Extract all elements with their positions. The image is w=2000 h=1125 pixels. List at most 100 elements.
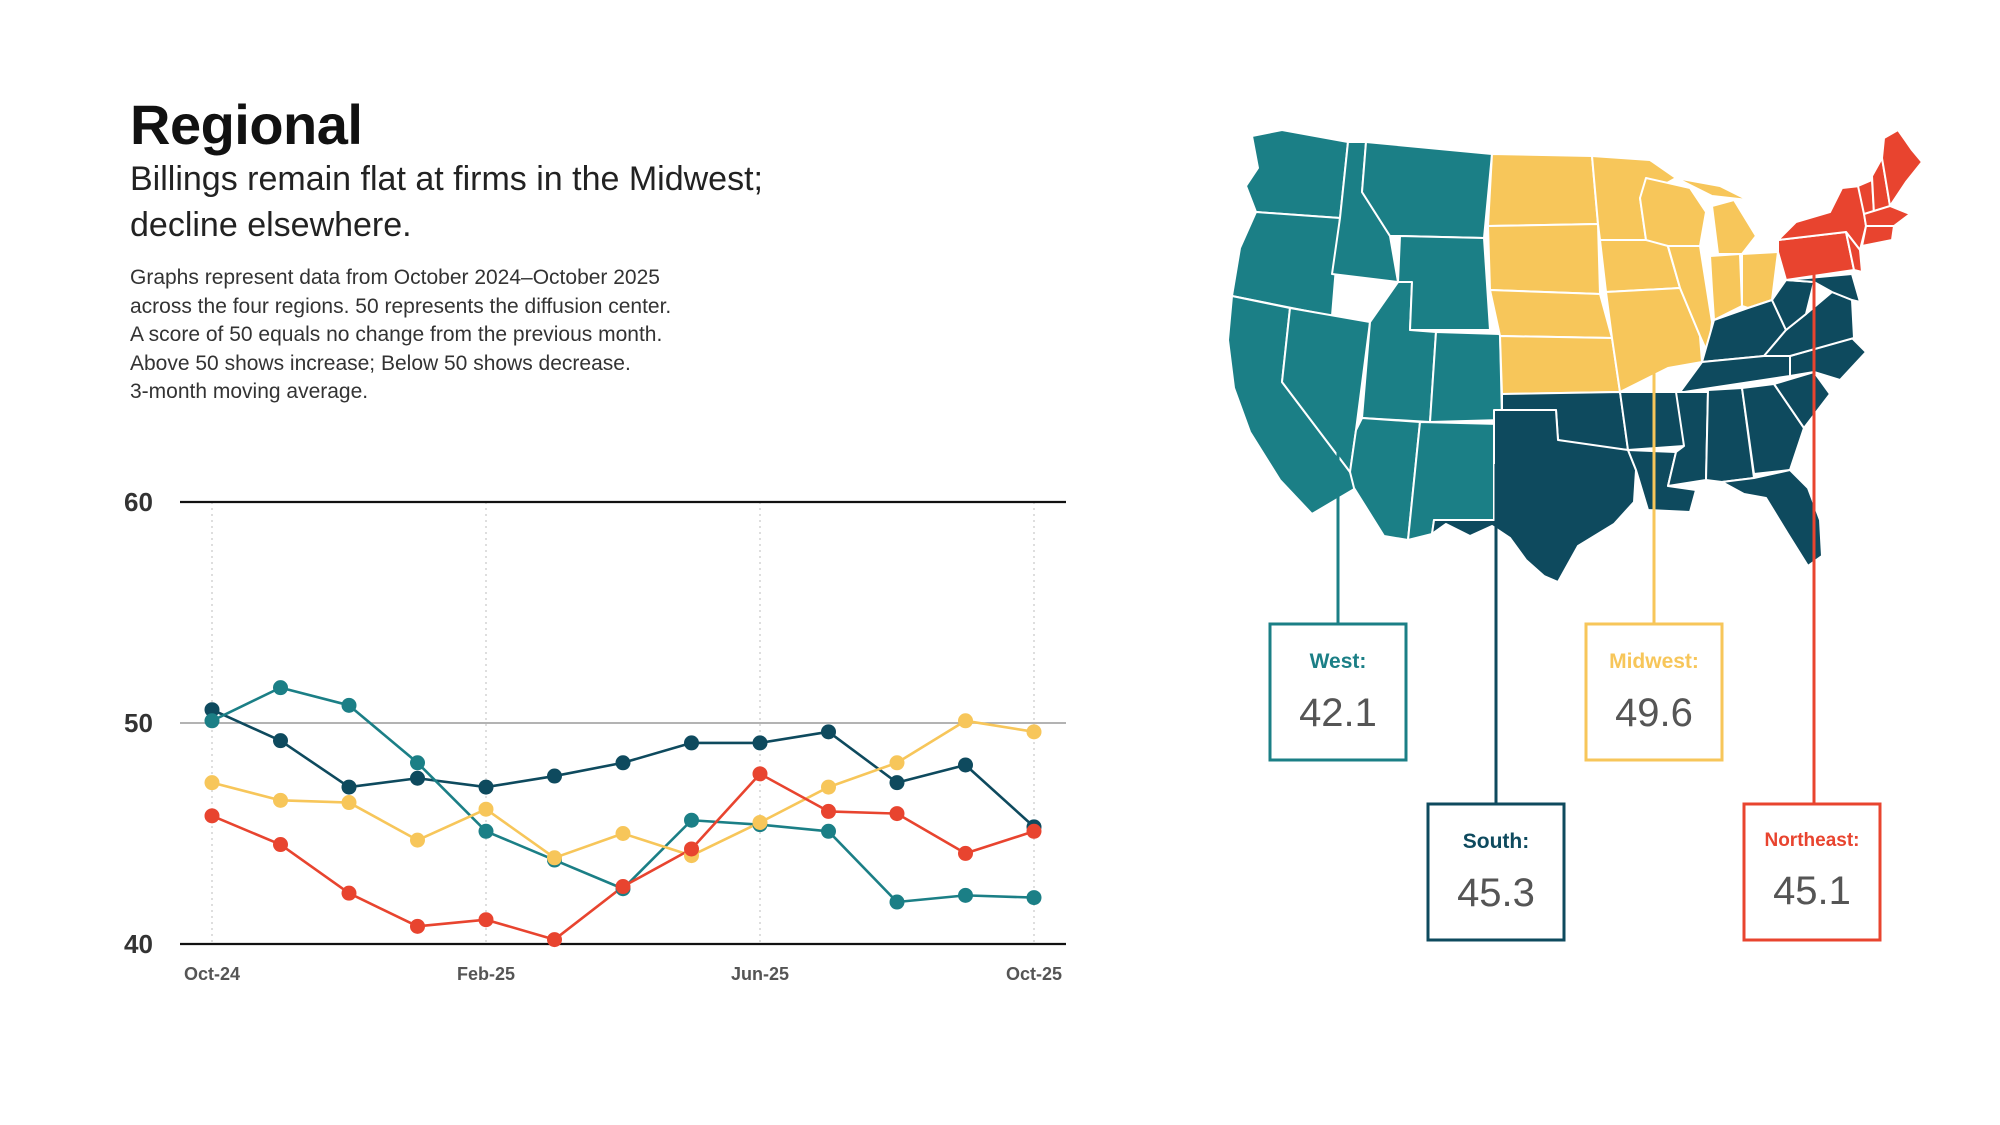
line-chart: 40 50 60 Oct-24 Feb-25 Jun-25 Oct-25 — [124, 487, 1066, 984]
data-point-midwest — [615, 826, 631, 841]
y-tick-label: 60 — [124, 487, 153, 517]
map-region-west — [1227, 129, 1503, 541]
us-map — [1227, 129, 1923, 583]
callout-box-west — [1268, 622, 1408, 762]
data-point-northeast — [752, 766, 768, 782]
data-point-south — [273, 733, 288, 749]
map-state-nebraska — [1489, 289, 1613, 339]
data-point-south — [958, 757, 973, 773]
data-point-west — [410, 755, 425, 771]
data-point-south — [684, 735, 699, 751]
data-point-midwest — [273, 792, 288, 808]
subtitle-line: Billings remain flat at firms in the Mid… — [130, 160, 763, 198]
callout-label-south: South: — [1463, 830, 1529, 853]
callout-box-south — [1426, 802, 1566, 942]
data-point-south — [821, 724, 836, 740]
note-line: Graphs represent data from October 2024–… — [130, 266, 660, 289]
data-point-northeast — [889, 806, 905, 822]
callout-label-northeast: Northeast: — [1764, 830, 1859, 851]
data-point-northeast — [547, 932, 562, 948]
map-region-northeast — [1777, 129, 1923, 281]
map-state-south-carolina — [1773, 371, 1831, 429]
data-point-south — [752, 735, 768, 751]
data-point-south — [410, 770, 425, 786]
callout-box-northeast — [1742, 802, 1882, 942]
map-state-connecticut-ri — [1861, 225, 1895, 247]
map-state-south-dakota — [1487, 223, 1601, 295]
data-point-midwest — [752, 814, 768, 830]
note-line: 3-month moving average. — [130, 380, 369, 403]
map-state-montana — [1361, 141, 1493, 239]
data-point-south — [341, 779, 357, 795]
data-point-west — [204, 713, 220, 729]
data-point-northeast — [273, 837, 288, 853]
map-state-new-jersey — [1845, 231, 1863, 273]
data-point-midwest — [958, 713, 973, 729]
data-point-northeast — [478, 912, 494, 928]
map-region-south — [1431, 273, 1867, 583]
data-point-midwest — [341, 795, 357, 811]
map-state-washington — [1245, 129, 1349, 219]
region-callouts: West: 42.1 South: 45.3 Midwest: 49.6 Nor… — [1268, 274, 1882, 942]
x-tick-label: Jun-25 — [731, 964, 789, 984]
subtitle-line: decline elsewhere. — [130, 206, 412, 244]
callout-value-midwest: 49.6 — [1615, 691, 1693, 735]
note-line: A score of 50 equals no change from the … — [130, 323, 663, 346]
map-state-west-virginia — [1771, 279, 1815, 331]
chart-notes: Graphs represent data from October 2024–… — [130, 264, 830, 407]
callout-value-south: 45.3 — [1457, 871, 1535, 915]
data-point-midwest — [889, 755, 905, 771]
y-tick-label: 50 — [124, 708, 153, 738]
callout-value-west: 42.1 — [1299, 691, 1377, 735]
map-state-indiana — [1709, 253, 1743, 321]
map-state-north-dakota — [1487, 153, 1599, 227]
map-state-massachusetts — [1863, 205, 1911, 227]
x-tick-label: Feb-25 — [457, 964, 515, 984]
map-state-colorado — [1429, 331, 1503, 423]
x-tick-label: Oct-24 — [184, 964, 240, 984]
data-point-west — [889, 894, 905, 910]
data-point-northeast — [341, 885, 357, 901]
data-point-northeast — [410, 918, 425, 934]
callout-label-midwest: Midwest: — [1609, 650, 1699, 673]
x-tick-label: Oct-25 — [1006, 964, 1062, 984]
y-tick-label: 40 — [124, 929, 153, 959]
map-state-maine — [1881, 129, 1923, 207]
data-point-west — [958, 887, 973, 903]
map-state-virginia — [1763, 291, 1855, 357]
data-point-west — [478, 823, 494, 839]
data-point-west — [1026, 890, 1042, 906]
data-point-midwest — [821, 779, 836, 795]
data-point-west — [341, 697, 357, 713]
callout-box-midwest — [1584, 622, 1724, 762]
data-point-midwest — [478, 801, 494, 817]
data-point-west — [273, 680, 288, 696]
data-point-northeast — [1026, 823, 1042, 839]
data-point-northeast — [821, 803, 836, 819]
note-line: across the four regions. 50 represents t… — [130, 294, 672, 318]
data-point-midwest — [547, 850, 562, 866]
data-point-west — [821, 823, 836, 839]
map-state-arkansas — [1619, 391, 1685, 451]
data-point-northeast — [204, 808, 220, 824]
data-point-midwest — [410, 832, 425, 848]
page-title: Regional — [130, 93, 363, 156]
callout-label-west: West: — [1310, 650, 1367, 673]
page-subtitle: Billings remain flat at firms in the Mid… — [130, 156, 850, 248]
series-line-northeast — [211, 772, 1035, 941]
data-point-west — [684, 812, 699, 828]
map-state-florida — [1721, 469, 1823, 567]
map-state-wyoming — [1397, 235, 1491, 331]
data-point-northeast — [958, 845, 973, 861]
data-point-south — [478, 779, 494, 795]
data-point-northeast — [615, 879, 631, 895]
map-state-michigan — [1675, 177, 1757, 255]
data-point-south — [889, 775, 905, 791]
data-point-south — [547, 768, 562, 784]
data-point-midwest — [204, 775, 220, 791]
data-point-south — [615, 755, 631, 771]
data-point-midwest — [1026, 724, 1042, 740]
series-line-west — [211, 686, 1035, 904]
map-region-midwest — [1487, 153, 1779, 395]
